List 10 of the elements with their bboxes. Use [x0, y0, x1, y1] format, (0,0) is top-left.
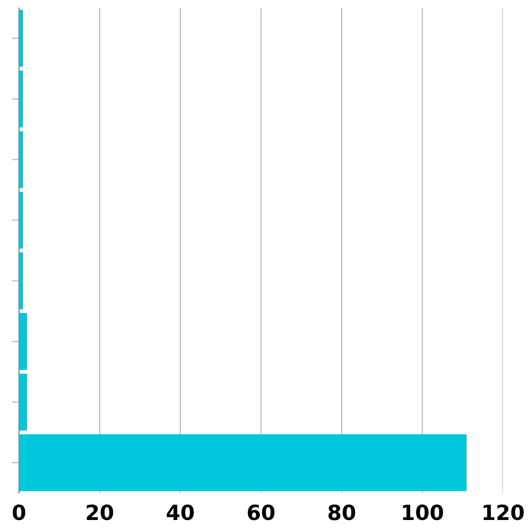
x-tick-label: 60 [248, 504, 274, 520]
x-tick-label: 120 [484, 504, 524, 520]
x-tick-label: 20 [86, 504, 114, 520]
x-tick-label: 80 [328, 504, 356, 520]
x-tick-label: 0 [12, 504, 26, 520]
x-tick-label: 40 [166, 504, 194, 520]
x-tick-label: 100 [402, 504, 444, 520]
bar [19, 434, 467, 492]
bar [19, 374, 28, 431]
bar [19, 312, 28, 370]
